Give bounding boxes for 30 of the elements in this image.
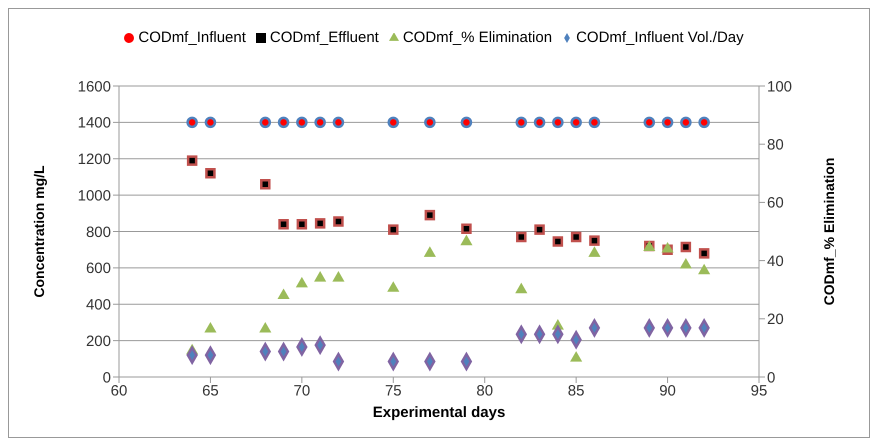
legend-label: CODmf_Influent Vol./Day: [576, 29, 744, 46]
y-tick-label: 200: [86, 332, 111, 350]
legend-label: CODmf_Influent: [138, 29, 246, 46]
y2-tick-label: 40: [767, 252, 784, 270]
y-tick-label: 1200: [78, 151, 111, 168]
legend-label: CODmf_Effluent: [270, 29, 379, 46]
x-tick-label: 70: [294, 382, 310, 400]
x-tick-label: 65: [202, 382, 219, 400]
y2-tick-label: 0: [767, 369, 776, 386]
y2-axis-title: CODmf_% Elimination: [820, 158, 837, 306]
x-tick-label: 80: [476, 382, 494, 400]
y-tick-label: 1000: [78, 187, 111, 204]
x-axis-title: Experimental days: [372, 404, 506, 421]
x-tick-label: 60: [110, 382, 128, 400]
y-tick-label: 1600: [78, 78, 111, 96]
legend-label: CODmf_% Elimination: [402, 29, 552, 46]
y-axis-title: Concentration mg/L: [30, 164, 47, 298]
x-tick-label: 90: [659, 382, 676, 400]
y2-tick-label: 20: [767, 311, 784, 328]
x-tick-label: 85: [568, 382, 584, 400]
y2-tick-label: 60: [767, 194, 784, 212]
y-tick-label: 800: [86, 224, 111, 241]
x-tick-label: 95: [750, 382, 768, 400]
y-tick-label: 600: [86, 260, 111, 278]
y2-tick-label: 100: [767, 78, 792, 96]
y-tick-label: 400: [86, 296, 111, 314]
y2-tick-label: 80: [767, 136, 784, 154]
x-tick-label: 75: [384, 382, 402, 400]
y-tick-label: 1400: [78, 114, 111, 132]
y-tick-label: 0: [102, 369, 111, 386]
